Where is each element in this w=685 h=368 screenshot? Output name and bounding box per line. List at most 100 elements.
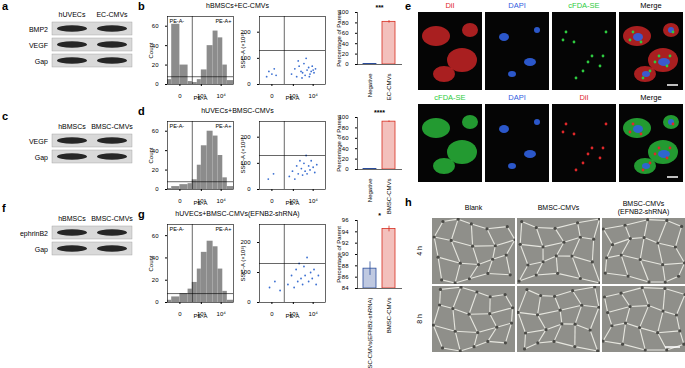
svg-text:0: 0 [345,166,349,172]
svg-text:PE-A+: PE-A+ [215,123,231,129]
svg-text:80: 80 [342,125,349,131]
svg-text:hBMSCs: hBMSCs [58,215,86,222]
svg-text:PE-A+: PE-A+ [215,226,231,232]
svg-text:SSC-A (×10³): SSC-A (×10³) [240,138,246,174]
svg-text:96: 96 [342,217,349,223]
svg-text:86: 86 [342,274,349,280]
svg-text:PE-A: PE-A [285,313,299,319]
svg-text:Count: Count [148,147,154,163]
svg-text:40: 40 [342,41,349,47]
html-text:a: a [2,0,9,12]
svg-text:0: 0 [270,198,274,204]
svg-text:ephrinB2: ephrinB2 [20,230,48,238]
html-text:DiI: DiI [445,1,455,10]
svg-text:***: *** [375,4,383,11]
svg-text:BMSC-CMVs: BMSC-CMVs [91,215,133,222]
html-text:DiI: DiI [579,93,589,102]
svg-text:BMSC-CMVs: BMSC-CMVs [386,298,392,334]
svg-text:VEGF: VEGF [29,138,48,145]
svg-text:10⁴: 10⁴ [309,198,319,204]
html-text:cFDA-SE: cFDA-SE [568,1,600,10]
svg-text:Percentage of Parent: Percentage of Parent [336,115,342,172]
svg-text:10⁴: 10⁴ [309,311,319,317]
svg-text:Negative: Negative [367,178,373,202]
svg-text:hBMSCs: hBMSCs [58,123,86,130]
svg-text:92: 92 [342,240,349,246]
html-text:DAPI: DAPI [508,1,526,10]
svg-text:EC-CMVs: EC-CMVs [386,74,392,101]
svg-text:0: 0 [247,299,251,305]
svg-text:90: 90 [342,251,349,257]
svg-text:60: 60 [152,233,159,239]
html-text:c: c [2,110,9,122]
html-text:4 h: 4 h [416,246,424,256]
svg-text:80: 80 [342,20,349,26]
svg-text:0: 0 [247,81,251,87]
svg-text:PE-A-: PE-A- [170,123,185,129]
svg-text:Negative: Negative [367,73,373,97]
svg-text:PE-A: PE-A [285,95,299,101]
html-text:DAPI: DAPI [508,93,526,102]
svg-text:SSC-A (×10³): SSC-A (×10³) [240,33,246,69]
svg-text:Percentage of Parent: Percentage of Parent [336,226,342,283]
svg-text:20: 20 [152,277,159,283]
svg-text:BMSC-CMVs(EFNB2-shRNA): BMSC-CMVs(EFNB2-shRNA) [367,298,373,368]
svg-text:20: 20 [342,156,349,162]
svg-text:0: 0 [155,81,159,87]
svg-text:0: 0 [178,311,182,317]
svg-text:10⁴: 10⁴ [217,198,227,204]
svg-text:PE-A: PE-A [285,200,299,206]
svg-text:PE-A-: PE-A- [170,226,185,232]
svg-text:0: 0 [270,311,274,317]
svg-text:Gap: Gap [35,154,48,162]
svg-text:60: 60 [152,128,159,134]
svg-text:10⁴: 10⁴ [217,93,227,99]
svg-text:20: 20 [152,167,159,173]
svg-text:0: 0 [270,93,274,99]
svg-text:10⁴: 10⁴ [309,93,319,99]
svg-text:PE-A: PE-A [193,313,207,319]
svg-text:****: **** [374,109,385,116]
svg-text:60: 60 [342,135,349,141]
svg-text:PE-A: PE-A [193,95,207,101]
svg-text:20: 20 [152,62,159,68]
svg-text:Count: Count [148,42,154,58]
html-text:Merge: Merge [640,1,662,10]
html-text:Merge: Merge [640,93,662,102]
svg-text:*: * [378,212,381,219]
svg-text:Count: Count [148,255,154,271]
svg-text:0: 0 [178,198,182,204]
svg-text:0: 0 [155,299,159,305]
html-text:cFDA-SE: cFDA-SE [434,93,466,102]
svg-text:BMSC-CMVs: BMSC-CMVs [386,179,392,215]
html-text:b: b [138,0,145,12]
svg-text:Gap: Gap [35,246,48,254]
svg-text:PE-A: PE-A [193,200,207,206]
svg-text:BMSC-CMVs: BMSC-CMVs [91,123,133,130]
svg-text:VEGF: VEGF [29,42,48,49]
svg-text:60: 60 [152,23,159,29]
svg-text:40: 40 [342,146,349,152]
svg-text:200: 200 [240,239,251,245]
svg-text:hUVECs: hUVECs [59,11,86,18]
svg-text:0: 0 [345,61,349,67]
svg-text:10⁴: 10⁴ [217,311,227,317]
svg-text:20: 20 [342,51,349,57]
svg-text:40: 40 [151,42,159,49]
svg-text:Percentage of Parent: Percentage of Parent [336,10,342,67]
html-text:hBMSCs+EC-CMVs: hBMSCs+EC-CMVs [206,2,269,9]
html-text:8 h: 8 h [416,314,424,324]
svg-text:0: 0 [178,93,182,99]
svg-text:BMP2: BMP2 [29,26,48,33]
svg-text:PE-A-: PE-A- [170,18,185,24]
svg-text:PE-A+: PE-A+ [215,18,231,24]
svg-text:SSC-A (×10³): SSC-A (×10³) [240,246,246,282]
svg-text:0: 0 [155,186,159,192]
svg-text:60: 60 [342,30,349,36]
svg-text:0: 0 [247,186,251,192]
svg-text:94: 94 [342,229,349,235]
svg-text:88: 88 [342,263,349,269]
svg-text:EC-CMVs: EC-CMVs [96,11,128,18]
svg-text:Gap: Gap [35,58,48,66]
svg-text:84: 84 [342,285,349,291]
